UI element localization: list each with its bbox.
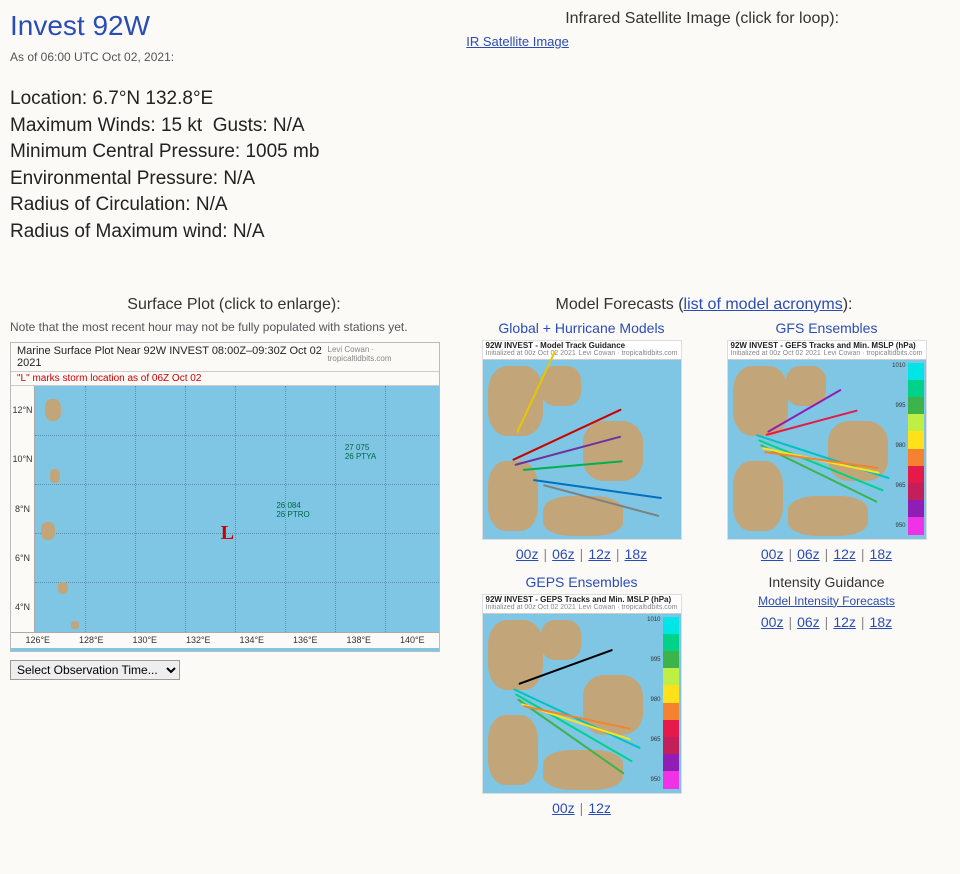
model-panel-title: GFS Ensembles [714,320,939,336]
model-panel: Global + Hurricane Models 92W INVEST - Mo… [469,320,694,562]
model-run-link[interactable]: 18z [625,546,648,562]
model-run-link[interactable]: 18z [870,546,893,562]
model-intensity-link[interactable]: Model Intensity Forecasts [714,594,939,608]
storm-title: Invest 92W [10,10,444,42]
stat-roc: Radius of Circulation: N/A [10,192,444,219]
landmass [58,582,68,594]
stat-env-pressure: Environmental Pressure: N/A [10,166,444,193]
intensity-guidance-title: Intensity Guidance [714,574,939,590]
stat-location: Location: 6.7°N 132.8°E [10,86,444,113]
landmass [41,522,55,540]
surface-plot-title: Marine Surface Plot Near 92W INVEST 08:0… [17,345,328,369]
model-run-links: 00z|06z|12z|18z [714,614,939,630]
observation-time-select[interactable]: Select Observation Time... [10,660,180,680]
surface-plot-image[interactable]: Marine Surface Plot Near 92W INVEST 08:0… [10,342,440,652]
landmass [50,469,60,483]
surface-plot-attribution: Levi Cowan · tropicaltidbits.com [328,345,434,369]
model-run-links: 00z|06z|12z|18z [469,546,694,562]
model-run-link[interactable]: 12z [833,546,856,562]
pressure-colorbar [908,363,924,535]
model-acronyms-link[interactable]: list of model acronyms [684,296,843,313]
landmass [45,399,61,421]
pressure-colorbar [663,617,679,789]
stat-rmw: Radius of Maximum wind: N/A [10,219,444,246]
model-panel: GFS Ensembles 92W INVEST - GEFS Tracks an… [714,320,939,562]
model-run-link[interactable]: 00z [761,614,784,630]
stat-min-pressure: Minimum Central Pressure: 1005 mb [10,139,444,166]
model-run-link[interactable]: 12z [588,546,611,562]
as-of-timestamp: As of 06:00 UTC Oct 02, 2021: [10,50,444,64]
model-panel-title: GEPS Ensembles [469,574,694,590]
model-track-thumbnail[interactable]: 92W INVEST - GEPS Tracks and Min. MSLP (… [482,594,682,794]
surface-plot-yaxis: 12°N10°N8°N6°N4°N [11,386,35,632]
ir-satellite-link[interactable]: IR Satellite Image [466,34,569,49]
station-obs: 26 08426 PTRO [276,501,309,519]
ir-satellite-header: Infrared Satellite Image (click for loop… [454,10,950,28]
surface-plot-xaxis: 126°E128°E130°E132°E134°E136°E138°E140°E [11,632,439,648]
surface-plot-subtitle: "L" marks storm location as of 06Z Oct 0… [11,372,439,386]
model-run-link[interactable]: 06z [552,546,575,562]
surface-plot-note: Note that the most recent hour may not b… [10,320,458,334]
model-track-thumbnail[interactable]: 92W INVEST - GEFS Tracks and Min. MSLP (… [727,340,927,540]
model-panel-title: Global + Hurricane Models [469,320,694,336]
model-track-thumbnail[interactable]: 92W INVEST - Model Track GuidanceInitial… [482,340,682,540]
station-obs: 27 07526 PTYA [345,443,376,461]
landmass [71,621,79,629]
model-run-link[interactable]: 18z [870,614,893,630]
model-forecasts-header: Model Forecasts (list of model acronyms)… [458,296,950,314]
model-run-link[interactable]: 12z [588,800,611,816]
surface-plot-header: Surface Plot (click to enlarge): [10,296,458,314]
model-panel: GEPS Ensembles 92W INVEST - GEPS Tracks a… [469,574,694,816]
storm-L-marker: L [221,522,234,545]
model-run-links: 00z|12z [469,800,694,816]
model-run-link[interactable]: 00z [761,546,784,562]
storm-stats: Location: 6.7°N 132.8°E Maximum Winds: 1… [10,86,444,246]
model-run-links: 00z|06z|12z|18z [714,546,939,562]
model-run-link[interactable]: 00z [552,800,575,816]
model-panel: Intensity Guidance Model Intensity Foreca… [714,574,939,816]
model-run-link[interactable]: 06z [797,614,820,630]
stat-winds: Maximum Winds: 15 kt Gusts: N/A [10,113,444,140]
model-run-link[interactable]: 06z [797,546,820,562]
model-run-link[interactable]: 12z [833,614,856,630]
model-run-link[interactable]: 00z [516,546,539,562]
